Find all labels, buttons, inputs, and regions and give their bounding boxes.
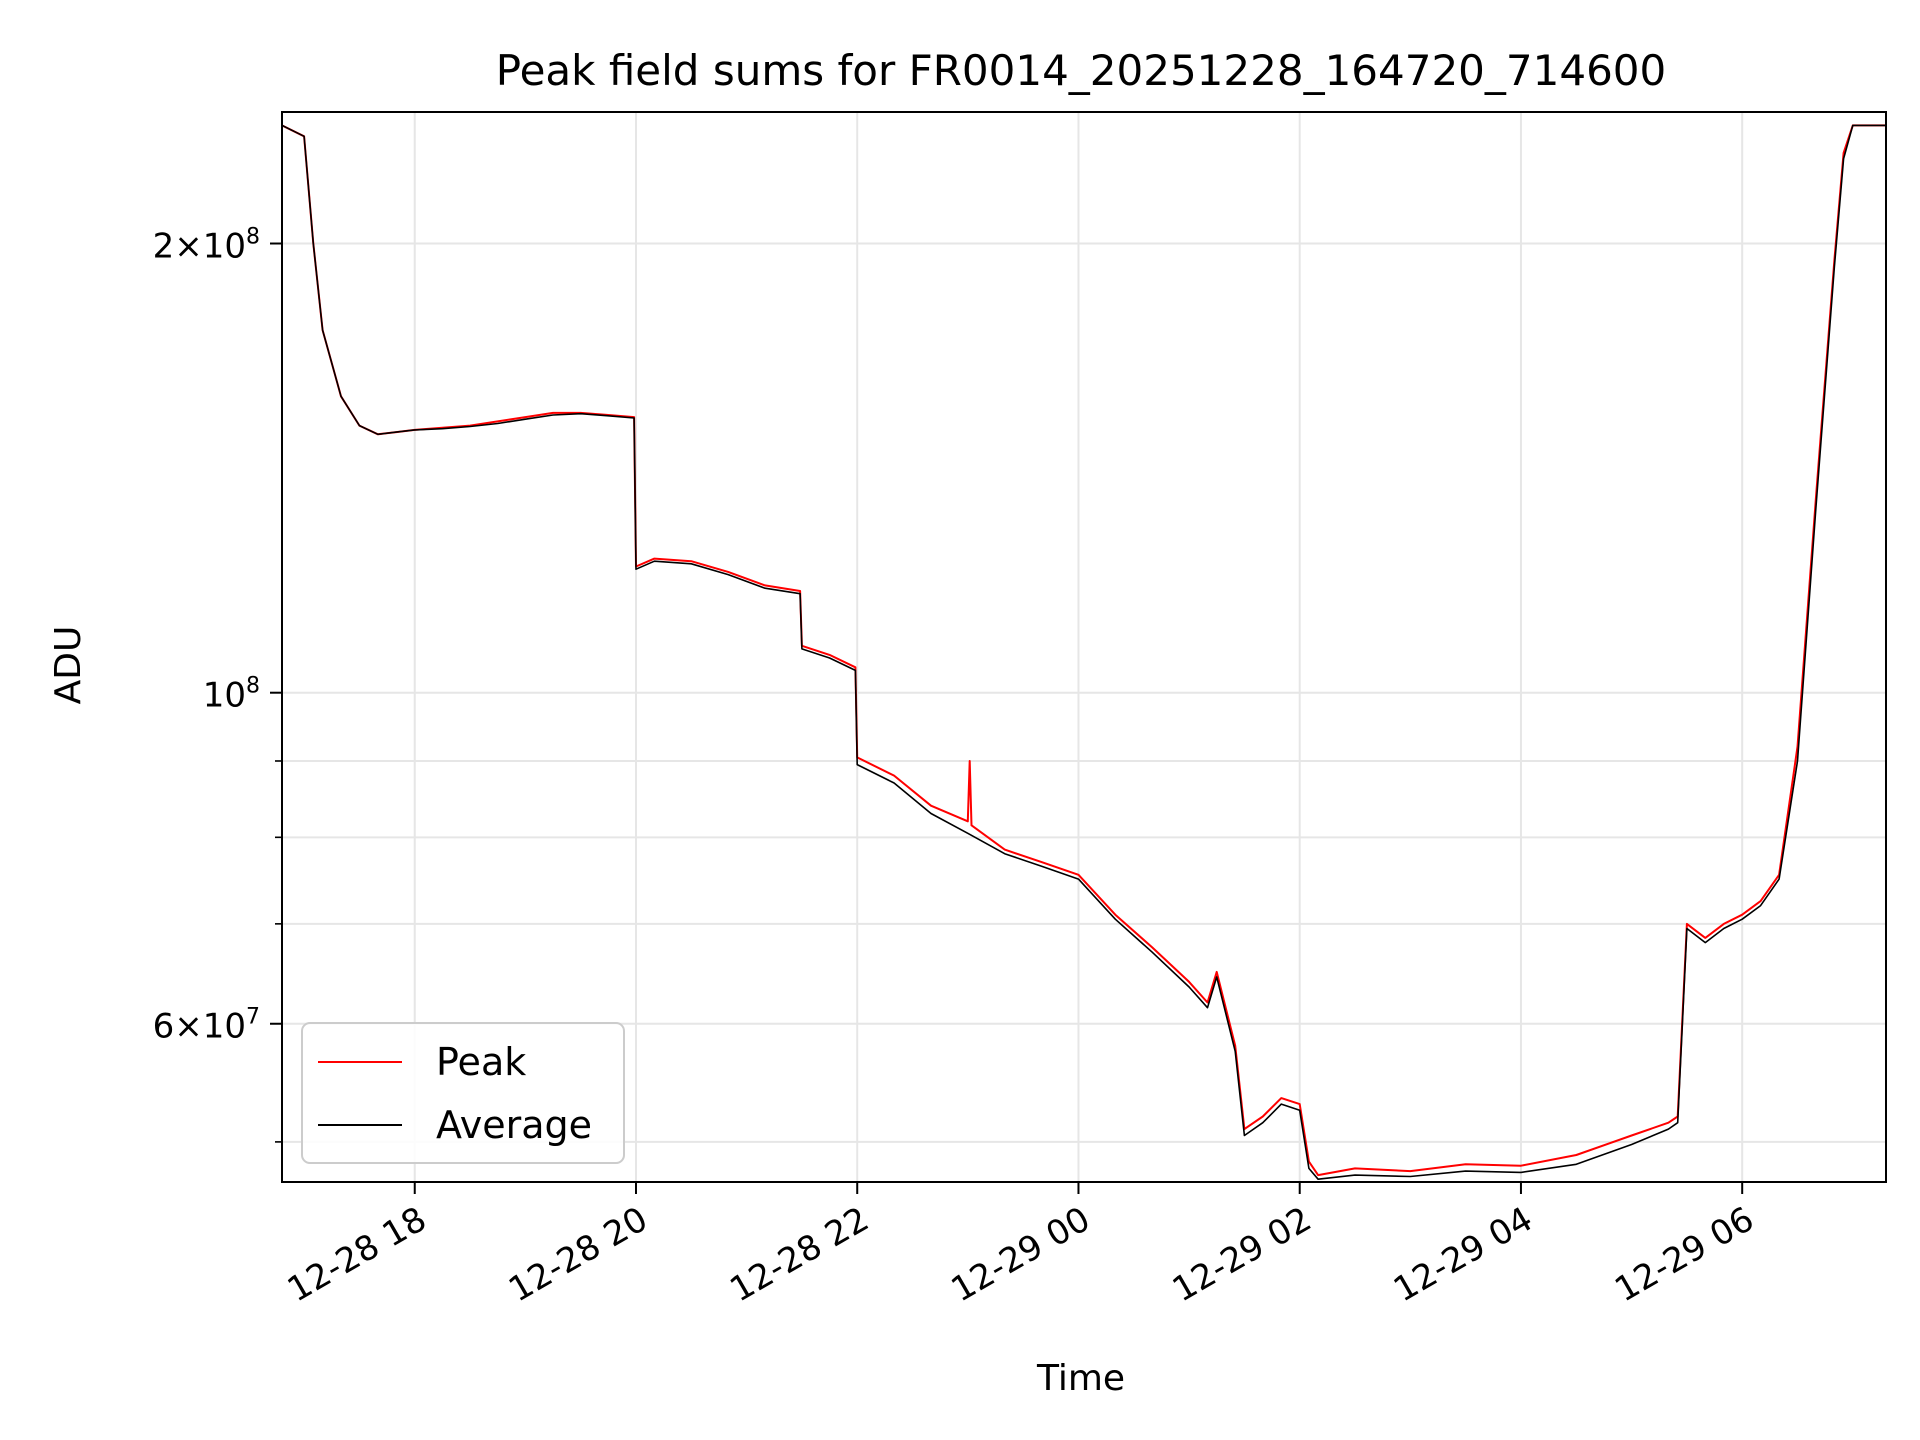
legend-label-average: Average: [436, 1103, 592, 1147]
series-line-peak: [282, 124, 1886, 1177]
y-tick-times: ×: [174, 227, 203, 267]
y-tick-exponent: 8: [246, 674, 260, 699]
chart-title: Peak field sums for FR0014_20251228_1647…: [496, 46, 1666, 95]
y-tick-exponent: 7: [246, 1005, 260, 1030]
y-tick-base: 10: [203, 676, 246, 716]
y-tick-times: ×: [174, 1007, 203, 1047]
y-tick-mantissa: 2: [153, 227, 175, 267]
y-tick-base: 10: [203, 227, 246, 267]
legend-label-peak: Peak: [436, 1040, 526, 1084]
y-tick-label: 2×108: [153, 225, 260, 267]
y-tick-label: 108: [203, 674, 260, 716]
x-axis-title: Time: [1036, 1358, 1125, 1399]
legend: Peak Average: [301, 1022, 625, 1164]
y-tick-label: 6×107: [153, 1005, 260, 1047]
grid: [282, 112, 1886, 1182]
y-tick-mantissa: 6: [153, 1007, 175, 1047]
y-tick-exponent: 8: [246, 225, 260, 250]
plot-frame: [281, 111, 1887, 1183]
y-tick-base: 10: [203, 1007, 246, 1047]
y-axis-title: ADU: [48, 626, 89, 705]
legend-box: [301, 1022, 625, 1164]
series-line-average: [282, 124, 1886, 1180]
series-layer: [282, 124, 1886, 1180]
